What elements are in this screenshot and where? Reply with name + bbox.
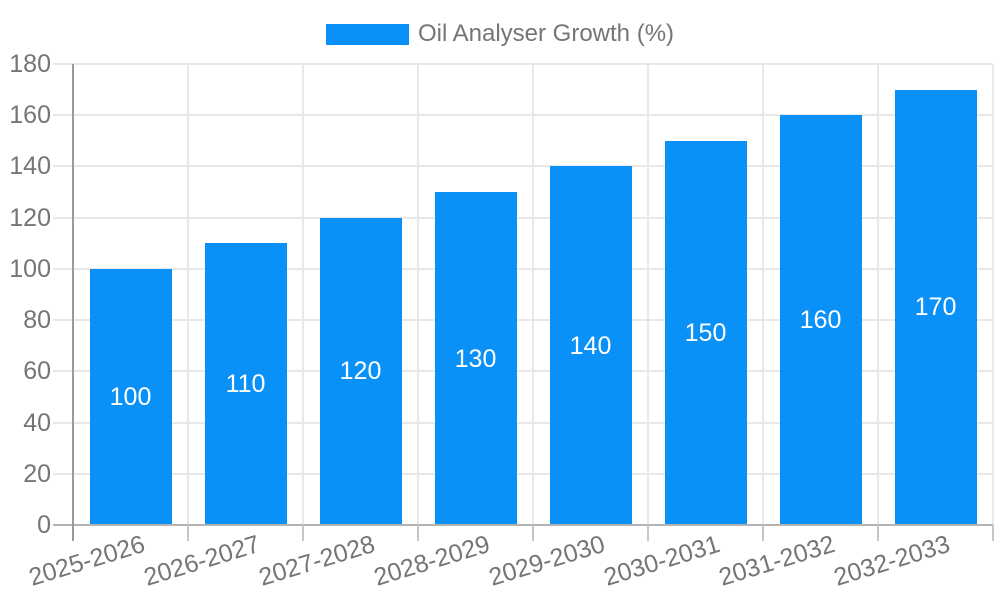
bar-value-label: 100 [109,382,152,411]
y-tick-label: 140 [9,152,51,181]
y-tick-label: 160 [9,101,51,130]
gridline-h [53,421,993,424]
x-axis-tick [302,525,304,541]
bar[interactable]: 140 [549,166,632,525]
bar-value-label: 160 [799,306,842,335]
bar-value-label: 170 [914,293,957,322]
x-axis-tick [417,525,419,541]
y-axis-line [72,64,74,541]
gridline-v [417,64,419,525]
bar-value-label: 110 [225,370,266,399]
gridline-h [53,63,993,65]
x-axis-tick [647,525,649,541]
bar[interactable]: 100 [89,268,172,525]
x-axis-line [53,524,993,526]
gridline-h [53,165,993,168]
gridline-v [877,64,879,525]
y-tick-label: 80 [23,306,51,335]
gridline-v [532,64,534,525]
bar-value-label: 130 [454,344,497,373]
legend-swatch [325,23,409,45]
bar-value-label: 120 [339,357,382,386]
bar[interactable]: 120 [319,217,402,525]
y-tick-label: 60 [23,357,51,386]
gridline-h [53,472,993,475]
bar[interactable]: 160 [779,115,862,525]
y-tick-label: 120 [9,203,51,232]
legend: Oil Analyser Growth (%) [0,20,1000,48]
y-tick-label: 100 [9,254,51,283]
y-tick-label: 40 [23,408,51,437]
bar[interactable]: 170 [894,89,977,525]
x-axis-tick [877,525,879,541]
bar[interactable]: 130 [434,192,517,525]
gridline-h [53,319,993,322]
gridline-h [53,114,993,117]
legend-label: Oil Analyser Growth (%) [417,20,675,47]
gridline-h [53,370,993,373]
bar[interactable]: 110 [204,243,287,525]
bar[interactable]: 150 [664,140,747,525]
x-axis-tick [992,525,994,541]
y-tick-label: 20 [23,459,51,488]
gridline-v [992,64,994,525]
gridline-v [302,64,304,525]
y-tick-label: 0 [37,511,51,539]
y-tick-label: 180 [9,50,51,78]
gridline-v [187,64,189,525]
bar-value-label: 150 [684,318,727,347]
x-axis-tick [762,525,764,541]
gridline-h [53,267,993,270]
x-axis-tick [187,525,189,541]
gridline-v [762,64,764,525]
gridline-h [53,216,993,219]
x-axis-tick [532,525,534,541]
bar-value-label: 140 [569,331,612,360]
gridline-v [647,64,649,525]
